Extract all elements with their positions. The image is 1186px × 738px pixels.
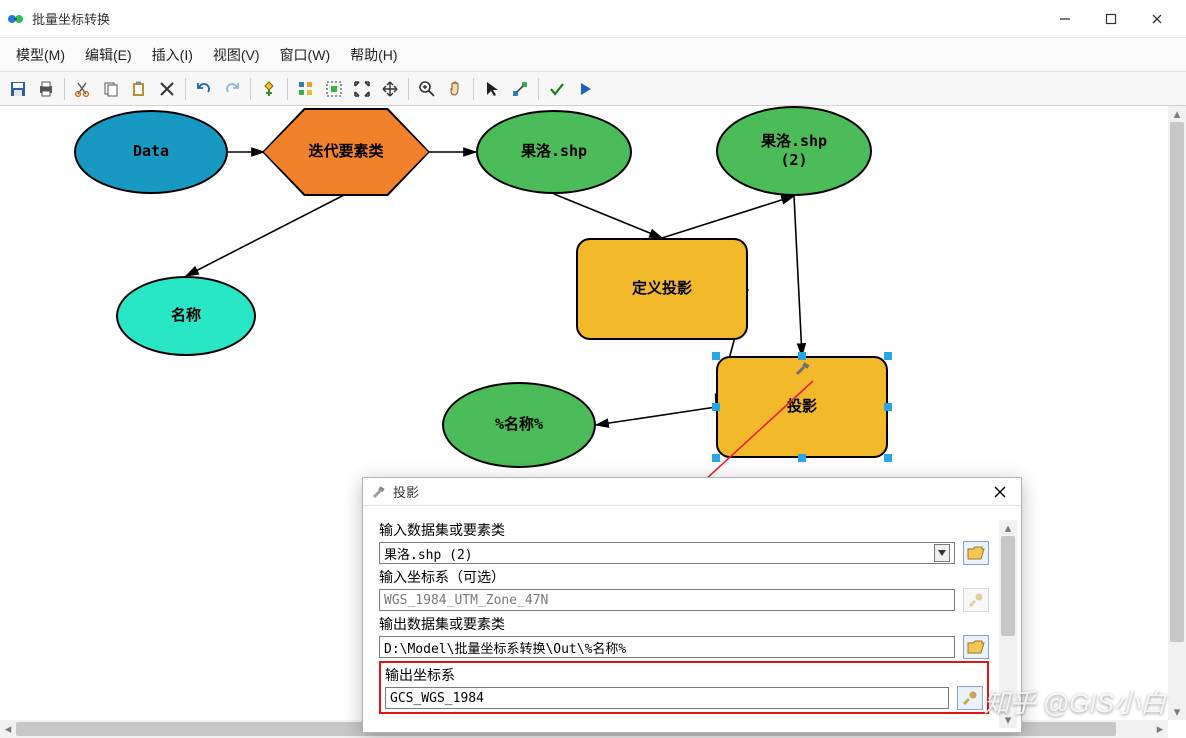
titlebar: 批量坐标转换 — [0, 0, 1186, 38]
field-input: WGS_1984_UTM_Zone_47N — [379, 589, 955, 611]
selection-handle[interactable] — [798, 352, 806, 360]
edge-defproj-guoluo2[interactable] — [662, 196, 794, 238]
field-label: 输入数据集或要素类 — [379, 520, 989, 540]
run-icon[interactable] — [573, 77, 597, 101]
properties-button[interactable] — [957, 686, 983, 710]
node-pname[interactable]: %名称% — [442, 382, 596, 468]
delete-icon[interactable] — [155, 77, 179, 101]
edge-guoluo2-project[interactable] — [794, 196, 802, 356]
close-button[interactable] — [1134, 4, 1180, 34]
minimize-button[interactable] — [1042, 4, 1088, 34]
menu-help[interactable]: 帮助(H) — [342, 41, 405, 69]
field-row-1: 输入坐标系（可选） WGS_1984_UTM_Zone_47N — [379, 567, 989, 612]
cut-icon[interactable] — [71, 77, 95, 101]
copy-icon[interactable] — [99, 77, 123, 101]
field-value: D:\Model\批量坐标系转换\Out\%名称% — [384, 638, 626, 657]
connect-icon[interactable] — [508, 77, 532, 101]
scroll-down-icon[interactable]: ▾ — [1168, 704, 1186, 720]
node-name[interactable]: 名称 — [116, 276, 256, 356]
zoom-extent-icon[interactable] — [378, 77, 402, 101]
scroll-left-icon[interactable]: ◂ — [0, 720, 16, 738]
field-input[interactable]: D:\Model\批量坐标系转换\Out\%名称% — [379, 636, 955, 658]
field-input[interactable]: 果洛.shp (2) — [379, 542, 955, 564]
field-label: 输出数据集或要素类 — [379, 614, 989, 634]
selection-handle[interactable] — [712, 454, 720, 462]
validate-icon[interactable] — [545, 77, 569, 101]
field-value: 果洛.shp (2) — [384, 544, 473, 563]
open-folder-button[interactable] — [963, 635, 989, 659]
dialog-scrollbar[interactable]: ▴ ▾ — [999, 520, 1017, 728]
field-label: 输入坐标系（可选） — [379, 567, 989, 587]
node-guoluo1[interactable]: 果洛.shp — [476, 110, 632, 194]
edge-iterate-name[interactable] — [186, 194, 346, 276]
menubar: 模型(M) 编辑(E) 插入(I) 视图(V) 窗口(W) 帮助(H) — [0, 38, 1186, 72]
dlg-scroll-up-icon[interactable]: ▴ — [999, 520, 1017, 536]
node-defproj[interactable]: 定义投影 — [576, 238, 748, 340]
menu-view[interactable]: 视图(V) — [205, 41, 268, 69]
node-data[interactable]: Data — [74, 110, 228, 194]
dlg-scroll-thumb[interactable] — [1001, 536, 1015, 636]
selection-handle[interactable] — [712, 352, 720, 360]
dialog-body: 输入数据集或要素类果洛.shp (2)输入坐标系（可选）WGS_1984_UTM… — [379, 520, 989, 732]
menu-window[interactable]: 窗口(W) — [272, 41, 339, 69]
field-input[interactable]: GCS_WGS_1984 — [385, 687, 949, 709]
selection-handle[interactable] — [712, 403, 720, 411]
window-title: 批量坐标转换 — [32, 9, 1042, 28]
scroll-up-icon[interactable]: ▴ — [1168, 106, 1186, 122]
dialog-title: 投影 — [393, 482, 985, 501]
selection-handle[interactable] — [884, 454, 892, 462]
properties-button — [963, 588, 989, 612]
menu-edit[interactable]: 编辑(E) — [77, 41, 140, 69]
dialog-titlebar[interactable]: 投影 — [363, 478, 1021, 506]
menu-model[interactable]: 模型(M) — [8, 41, 73, 69]
selection-handle[interactable] — [884, 403, 892, 411]
field-row-3: 输出坐标系 GCS_WGS_1984 — [379, 661, 989, 714]
field-value: WGS_1984_UTM_Zone_47N — [384, 593, 548, 608]
redo-icon[interactable] — [220, 77, 244, 101]
selection-handle[interactable] — [798, 454, 806, 462]
menu-insert[interactable]: 插入(I) — [144, 41, 201, 69]
vertical-scrollbar[interactable]: ▴ ▾ — [1168, 106, 1186, 720]
combo-dropdown-button[interactable] — [934, 544, 950, 562]
project-dialog: 投影 输入数据集或要素类果洛.shp (2)输入坐标系（可选）WGS_1984_… — [362, 477, 1022, 733]
toolbar — [0, 72, 1186, 106]
dialog-close-button[interactable] — [985, 481, 1015, 503]
vscroll-thumb[interactable] — [1170, 122, 1184, 642]
grid-icon[interactable] — [294, 77, 318, 101]
field-row-2: 输出数据集或要素类 D:\Model\批量坐标系转换\Out\%名称% — [379, 614, 989, 659]
add-item-icon[interactable] — [257, 77, 281, 101]
node-hammer-icon — [793, 360, 811, 381]
highlighted-field: 输出坐标系 GCS_WGS_1984 — [379, 661, 989, 714]
undo-icon[interactable] — [192, 77, 216, 101]
hammer-icon — [369, 483, 387, 501]
field-value: GCS_WGS_1984 — [390, 691, 484, 706]
app-icon — [6, 9, 26, 29]
save-icon[interactable] — [6, 77, 30, 101]
scroll-right-icon[interactable]: ▸ — [1152, 720, 1168, 738]
print-icon[interactable] — [34, 77, 58, 101]
pan-icon[interactable] — [443, 77, 467, 101]
fullview-icon[interactable] — [322, 77, 346, 101]
node-guoluo2[interactable]: 果洛.shp (2) — [716, 106, 872, 196]
pointer-icon[interactable] — [480, 77, 504, 101]
fit-icon[interactable] — [350, 77, 374, 101]
dlg-scroll-down-icon[interactable]: ▾ — [999, 712, 1017, 728]
maximize-button[interactable] — [1088, 4, 1134, 34]
edge-guoluo1-defproj[interactable] — [554, 194, 662, 238]
field-label: 输出坐标系 — [385, 665, 983, 685]
zoom-in-icon[interactable] — [415, 77, 439, 101]
selection-handle[interactable] — [884, 352, 892, 360]
paste-icon[interactable] — [127, 77, 151, 101]
field-row-0: 输入数据集或要素类果洛.shp (2) — [379, 520, 989, 565]
open-folder-button[interactable] — [963, 541, 989, 565]
edge-project-pname[interactable] — [596, 407, 716, 425]
